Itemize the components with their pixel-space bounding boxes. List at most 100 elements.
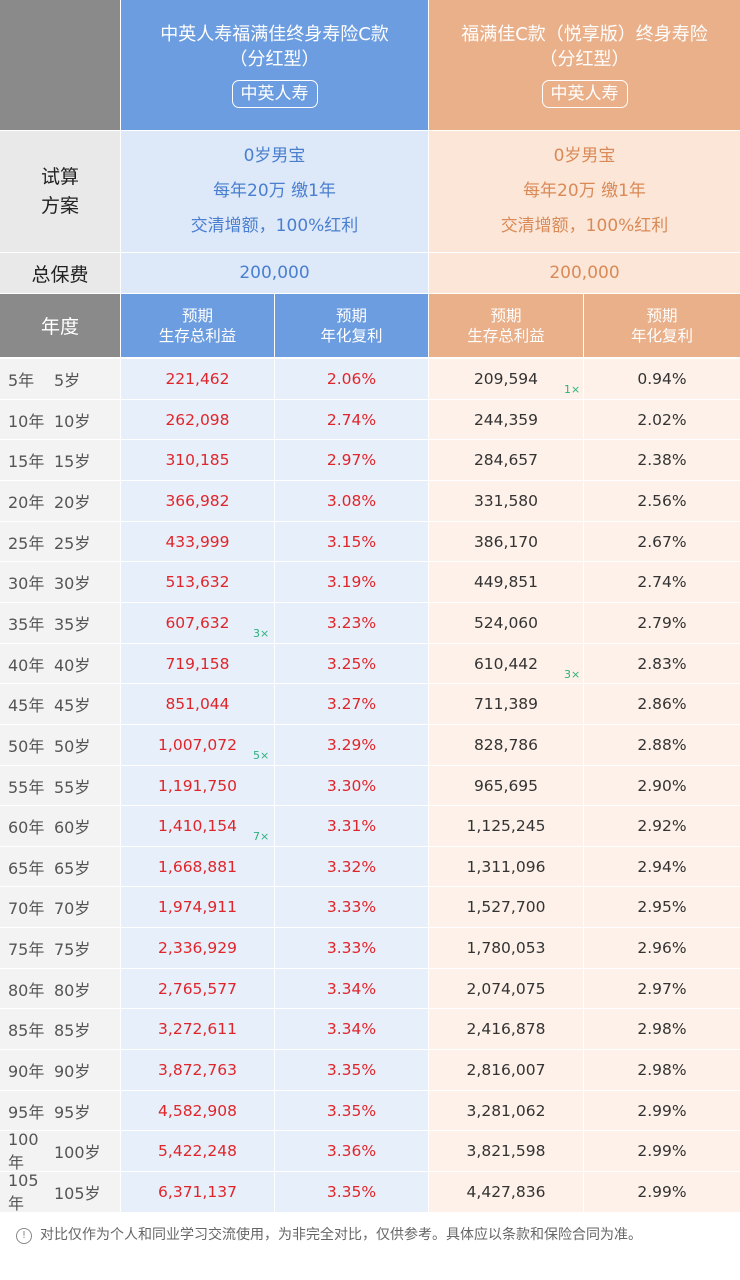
a-benefit-cell: 262,098 (121, 400, 274, 439)
b-benefit-cell: 4,427,836 (429, 1172, 583, 1212)
row-year-label: 100年 100岁 (0, 1130, 120, 1172)
row-age: 25岁 (54, 533, 91, 553)
row-year: 90年 (8, 1062, 45, 1081)
b-benefit-cell: 3,281,062 (429, 1091, 583, 1130)
row-year: 40年 (8, 655, 45, 675)
row-year: 35年 (8, 615, 45, 634)
b-rate-cell: 2.38% (584, 440, 740, 480)
row-year-label: 10年 10岁 (0, 400, 120, 439)
row-year: 10年 (8, 411, 45, 431)
a-rate-cell: 3.35% (275, 1172, 428, 1212)
row-age: 5岁 (54, 371, 81, 390)
b-rate-cell: 2.74% (584, 562, 740, 602)
a-rate-cell: 3.30% (275, 766, 428, 805)
b-rate-header-line1: 预期 (646, 306, 678, 325)
b-benefit-cell: 209,594 (429, 359, 583, 399)
row-year-label: 45年 45岁 (0, 684, 120, 724)
b-rate-cell: 2.56% (584, 481, 740, 521)
row-year: 70年 (8, 899, 45, 918)
footer-note-text: 对比仅作为个人和同业学习交流使用，为非完全对比，仅供参考。具体应以条款和保险合同… (40, 1227, 642, 1243)
multiplier-marker: 1× (564, 383, 581, 396)
row-year-label: 85年 85岁 (0, 1009, 120, 1049)
row-age: 90岁 (54, 1062, 91, 1081)
row-year: 65年 (8, 858, 45, 878)
row-year: 55年 (8, 777, 45, 797)
b-benefit-cell: 449,851 (429, 562, 583, 602)
row-age: 45岁 (54, 696, 91, 715)
a-rate-cell: 3.36% (275, 1131, 428, 1171)
b-benefit-header: 预期 生存总利益 (429, 294, 583, 357)
a-benefit-cell: 5,422,248 (121, 1131, 274, 1171)
b-rate-cell: 2.88% (584, 725, 740, 765)
b-benefit-header-line2: 生存总利益 (467, 326, 545, 345)
b-rate-cell: 2.67% (584, 522, 740, 561)
a-rate-cell: 3.15% (275, 522, 428, 561)
a-rate-cell: 3.27% (275, 684, 428, 724)
a-rate-cell: 3.35% (275, 1050, 428, 1090)
plan-b-line1: 0岁男宝 (553, 146, 616, 166)
a-benefit-cell: 1,191,750 (121, 766, 274, 805)
row-year: 60年 (8, 818, 45, 837)
a-benefit-cell: 2,765,577 (121, 969, 274, 1008)
b-benefit-cell: 3,821,598 (429, 1131, 583, 1171)
a-rate-cell: 3.19% (275, 562, 428, 602)
row-age: 40岁 (54, 655, 91, 675)
row-age: 65岁 (54, 858, 91, 878)
row-age: 50岁 (54, 737, 91, 756)
row-age: 60岁 (54, 818, 91, 837)
total-label: 总保费 (0, 253, 120, 293)
row-year: 95年 (8, 1102, 45, 1122)
b-rate-cell: 2.96% (584, 928, 740, 968)
a-rate-cell: 3.32% (275, 847, 428, 886)
b-benefit-cell: 2,416,878 (429, 1009, 583, 1049)
row-year-label: 75年 75岁 (0, 928, 120, 968)
b-rate-cell: 2.86% (584, 684, 740, 724)
comparison-table: 中英人寿福满佳终身寿险C款 （分红型） 中英人寿 福满佳C款（悦享版）终身寿险 … (0, 0, 740, 1213)
b-benefit-cell: 284,657 (429, 440, 583, 480)
a-benefit-cell: 851,044 (121, 684, 274, 724)
row-year-label: 55年 55岁 (0, 766, 120, 805)
b-benefit-cell: 1,311,096 (429, 847, 583, 886)
a-benefit-cell: 3,872,763 (121, 1050, 274, 1090)
row-year: 25年 (8, 533, 45, 553)
product-a-badge: 中英人寿 (231, 80, 318, 108)
row-year-label: 35年 35岁 (0, 603, 120, 643)
plan-label-line1: 试算 (40, 165, 79, 188)
b-benefit-cell: 1,125,245 (429, 806, 583, 846)
plan-a-line1: 0岁男宝 (243, 146, 306, 166)
b-benefit-cell: 2,074,075 (429, 969, 583, 1008)
row-age: 105岁 (54, 1184, 101, 1203)
row-age: 35岁 (54, 615, 91, 634)
b-rate-cell: 2.92% (584, 806, 740, 846)
a-rate-cell: 3.33% (275, 928, 428, 968)
b-benefit-cell: 1,527,700 (429, 887, 583, 927)
a-rate-cell: 3.25% (275, 644, 428, 683)
product-b-subtitle: （分红型） (539, 49, 630, 70)
a-benefit-cell: 3,272,611 (121, 1009, 274, 1049)
row-year: 20年 (8, 493, 45, 512)
plan-b-line2: 每年20万 缴1年 (523, 181, 646, 201)
b-benefit-cell: 386,170 (429, 522, 583, 561)
row-year-label: 5年 5岁 (0, 359, 120, 399)
b-rate-header: 预期 年化复利 (584, 294, 740, 357)
plan-b: 0岁男宝 每年20万 缴1年 交清增额，100%红利 (429, 131, 740, 252)
a-benefit-cell: 310,185 (121, 440, 274, 480)
row-year-label: 80年 80岁 (0, 969, 120, 1008)
row-year-label: 95年 95岁 (0, 1091, 120, 1130)
a-rate-cell: 3.35% (275, 1091, 428, 1130)
row-age: 70岁 (54, 899, 91, 918)
a-benefit-cell: 1,410,154 (121, 806, 274, 846)
a-benefit-cell: 366,982 (121, 481, 274, 521)
row-year-label: 60年 60岁 (0, 806, 120, 846)
plan-b-line3: 交清增额，100%红利 (500, 216, 669, 236)
row-age: 20岁 (54, 493, 91, 512)
a-rate-cell: 3.29% (275, 725, 428, 765)
b-rate-cell: 2.90% (584, 766, 740, 805)
row-age: 30岁 (54, 574, 91, 593)
b-rate-cell: 2.99% (584, 1172, 740, 1212)
product-a-subtitle: （分红型） (229, 49, 320, 70)
info-icon: ! (16, 1228, 32, 1244)
row-year: 30年 (8, 574, 45, 593)
a-benefit-header: 预期 生存总利益 (121, 294, 274, 357)
b-rate-cell: 2.95% (584, 887, 740, 927)
